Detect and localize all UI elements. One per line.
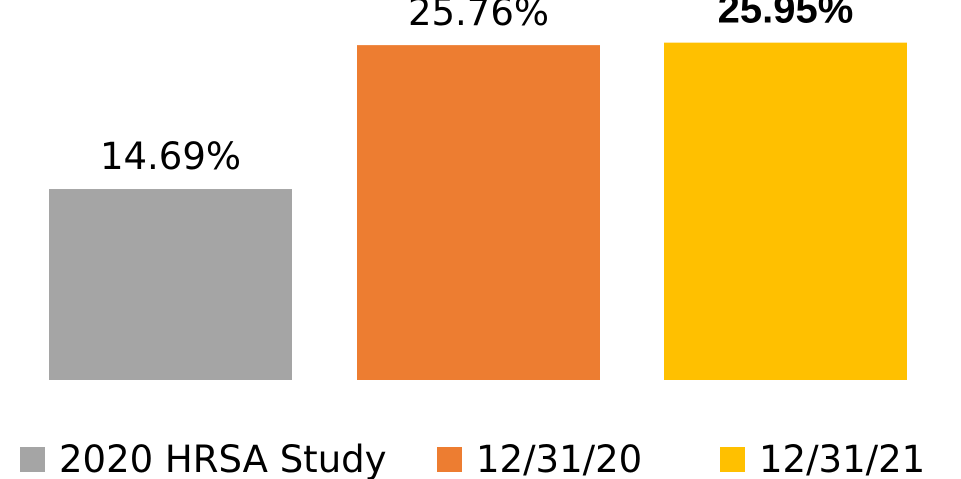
data-labels-group: 14.69% 25.76% 25.95% xyxy=(100,0,853,178)
legend-item-3: 12/31/21 xyxy=(720,438,925,479)
legend-item-1: 2020 HRSA Study xyxy=(20,438,387,479)
data-label-2: 25.76% xyxy=(408,0,549,34)
data-label-1: 14.69% xyxy=(100,135,241,178)
legend-swatch-1 xyxy=(20,447,45,472)
legend-label-1: 2020 HRSA Study xyxy=(59,438,387,479)
legend: 2020 HRSA Study 12/31/20 12/31/21 xyxy=(20,438,925,479)
bar-1 xyxy=(49,189,292,380)
bar-2 xyxy=(357,45,600,381)
bar-3 xyxy=(664,42,907,381)
legend-label-3: 12/31/21 xyxy=(759,438,925,479)
legend-swatch-3 xyxy=(720,447,745,472)
legend-label-2: 12/31/20 xyxy=(476,438,642,479)
bars-group xyxy=(49,42,907,381)
legend-item-2: 12/31/20 xyxy=(437,438,642,479)
legend-swatch-2 xyxy=(437,447,462,472)
data-label-3: 25.95% xyxy=(718,0,854,32)
